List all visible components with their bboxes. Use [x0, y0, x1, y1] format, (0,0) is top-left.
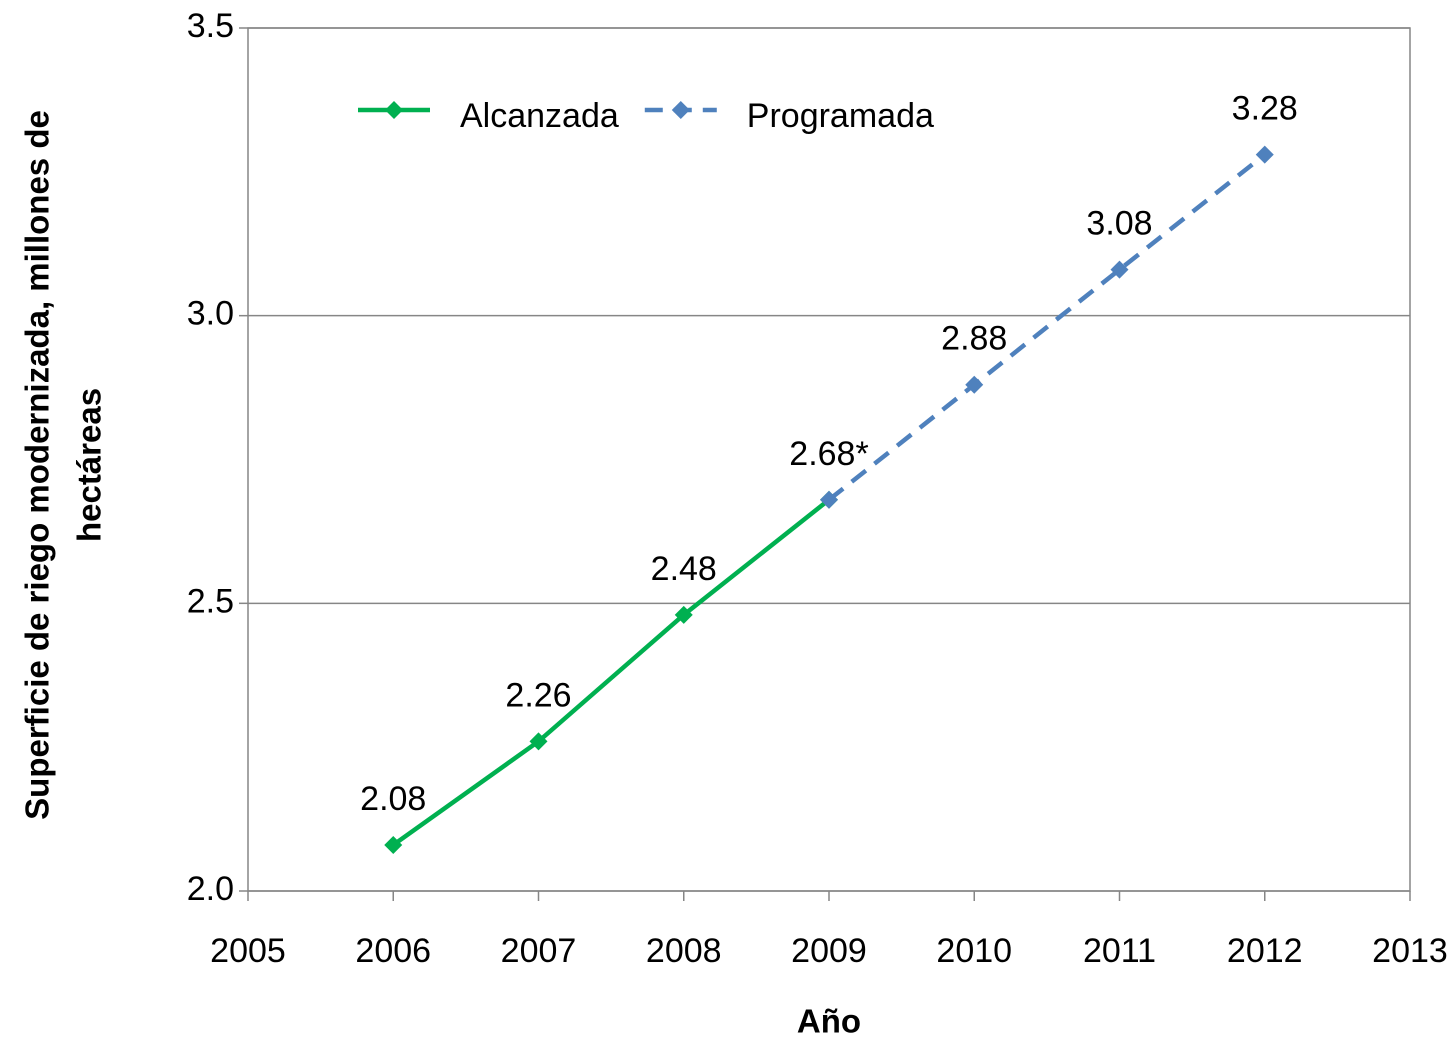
y-axis-label: hectáreas — [71, 388, 108, 542]
data-label: 3.08 — [1086, 205, 1152, 243]
series-line — [827, 152, 1267, 502]
data-label: 2.48 — [651, 550, 717, 588]
marker — [1255, 145, 1274, 164]
marker — [1110, 260, 1129, 279]
marker — [674, 605, 693, 624]
legend-marker — [385, 101, 403, 119]
x-tick-label: 2011 — [1083, 932, 1156, 970]
y-tick-label: 3.0 — [187, 295, 234, 333]
marker — [820, 490, 838, 509]
marker — [965, 375, 984, 394]
data-label: 3.28 — [1232, 90, 1298, 128]
marker — [384, 835, 403, 854]
y-tick-label: 2.0 — [187, 870, 234, 908]
data-label: 2.68* — [789, 435, 868, 473]
x-tick-label: 2010 — [936, 932, 1012, 970]
x-tick-label: 2006 — [355, 932, 431, 970]
x-tick-label: 2013 — [1372, 932, 1448, 970]
legend-marker — [671, 101, 690, 119]
x-tick-label: 2009 — [791, 932, 867, 970]
x-tick-label: 2008 — [646, 932, 722, 970]
legend-label: Programada — [747, 97, 934, 135]
x-tick-label: 2007 — [501, 932, 577, 970]
series-line — [391, 498, 831, 847]
legend-label: Alcanzada — [460, 97, 619, 135]
data-label: 2.88 — [941, 320, 1007, 358]
x-axis-label: Año — [797, 1003, 861, 1040]
y-tick-label: 3.5 — [187, 7, 234, 45]
data-label: 2.08 — [360, 780, 426, 818]
y-tick-label: 2.5 — [187, 582, 234, 620]
data-label: 2.26 — [505, 676, 571, 714]
x-tick-label: 2012 — [1227, 932, 1303, 970]
x-tick-label: 2005 — [210, 932, 286, 970]
marker — [529, 732, 548, 751]
y-axis-label: Superficie de riego modernizada, millone… — [19, 110, 56, 820]
